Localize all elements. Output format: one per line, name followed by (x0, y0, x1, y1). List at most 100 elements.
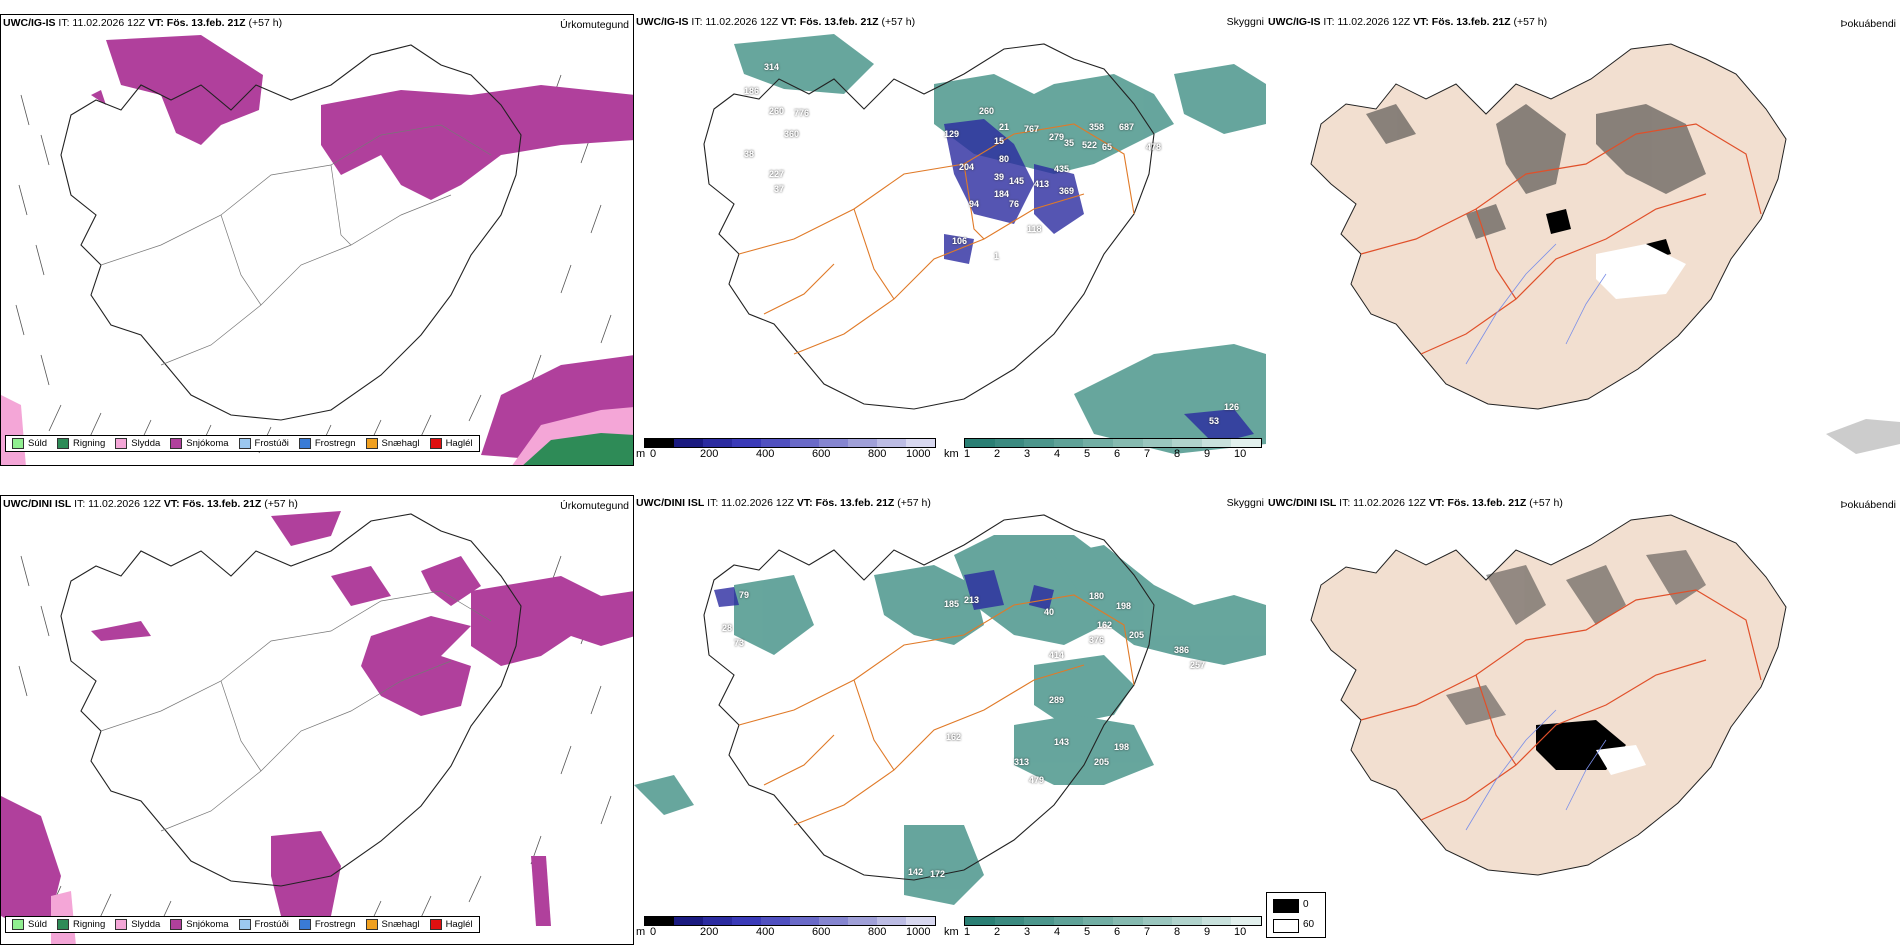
cloud-base-label: 376 (1089, 635, 1105, 645)
legend-item: Frostúði (238, 438, 289, 449)
colorbar-gradient (964, 916, 1262, 926)
legend-swatch (115, 438, 128, 449)
precip-map-top (1, 35, 633, 465)
cloud-base-label: 776 (794, 108, 810, 118)
cloud-base-label: 126 (1224, 402, 1240, 412)
model-name: UWC/IG-IS (636, 16, 689, 28)
colorbar-tick: 600 (812, 926, 831, 938)
cloud-base-label: 162 (946, 732, 962, 742)
iceland-outline (703, 514, 1155, 881)
colorbar-tick: 7 (1144, 448, 1151, 460)
colorbar-gradient (644, 438, 936, 448)
cloud-base-label: 213 (964, 595, 980, 605)
visibility-title-top: Skyggni (1226, 16, 1264, 28)
snow-areas (1, 511, 633, 926)
legend-item: Slydda (115, 919, 160, 930)
cloud-base-label: 260 (769, 106, 785, 116)
cloud-base-label: 289 (1049, 695, 1065, 705)
lead-time: (+57 h) (1529, 497, 1563, 509)
cloud-colorbar-top: m 0 200 400 600 800 1000 (636, 438, 936, 460)
colorbar-tick: 200 (700, 926, 719, 938)
cloud-base-label: 314 (764, 62, 780, 72)
visibility-panel-bottom: 79 185 213 180 198 28 73 162 40 205 376 … (634, 495, 1266, 915)
colorbar-tick: 4 (1054, 448, 1061, 460)
fog-swatch (1273, 899, 1299, 913)
cloud-base-label: 369 (1059, 186, 1075, 196)
legend-swatch (429, 919, 442, 930)
cloud-base-label: 185 (944, 599, 960, 609)
model-name: UWC/DINI ISL (1268, 497, 1337, 509)
colorbar-tick: 6 (1114, 926, 1121, 938)
legend-swatch (115, 919, 128, 930)
legend-item: Súld (12, 438, 47, 449)
legend-item: Snæhagl (365, 919, 420, 930)
iceland-land (1310, 43, 1787, 410)
cloud-base-label: 227 (769, 169, 785, 179)
iceland-outline (703, 43, 1155, 410)
cloud-base-label: 386 (1174, 645, 1190, 655)
colorbar-tick: 8 (1174, 448, 1181, 460)
model-name: UWC/IG-IS (1268, 16, 1321, 28)
sea-precip (1, 355, 633, 465)
sea-fog (1826, 419, 1900, 454)
cloud-base-label: 414 (1049, 650, 1065, 660)
fog-panel-top: UWC/IG-IS IT: 11.02.2026 12Z VT: Fös. 13… (1266, 14, 1900, 466)
legend-item: Haglél (429, 438, 473, 449)
cloud-base-label: 522 (1082, 140, 1098, 150)
cloud-base-label: 118 (1027, 224, 1042, 234)
valid-time: VT: Fös. 13.feb. 21Z (1428, 497, 1527, 509)
valid-time: VT: Fös. 13.feb. 21Z (1413, 16, 1511, 28)
cloud-base-label: 204 (959, 162, 975, 172)
cloud-base-label: 65 (1102, 142, 1113, 152)
colorbar-tick: 1 (964, 448, 971, 460)
colorbar-tick: 10 (1234, 926, 1247, 938)
fog-title-bottom: Þokuábendi (1840, 499, 1896, 511)
legend-swatch (298, 438, 311, 449)
cloud-base-label: 53 (1209, 416, 1220, 426)
low-visibility-areas (734, 34, 1266, 454)
cloud-base-label: 39 (994, 172, 1005, 182)
cloud-base-label: 1 (994, 251, 1000, 261)
cloud-base-label: 37 (774, 184, 785, 194)
fog-legend-label: 0 (1303, 899, 1309, 910)
legend-item: Frostregn (298, 919, 356, 930)
legend-swatch (57, 438, 70, 449)
cloud-base-label: 360 (784, 129, 800, 139)
model-name: UWC/IG-IS (3, 17, 56, 29)
colorbar-tick: 3 (1024, 926, 1031, 938)
visibility-header-top: UWC/IG-IS IT: 11.02.2026 12Z VT: Fös. 13… (636, 16, 915, 28)
legend-swatch (238, 438, 251, 449)
cloud-base-label: 205 (1094, 757, 1110, 767)
legend-item: Snæhagl (365, 438, 420, 449)
visibility-colorbar-top: km 1 2 3 4 5 6 7 8 9 10 (944, 438, 1262, 460)
cloud-base-label: 260 (979, 106, 995, 116)
init-time: IT: 11.02.2026 12Z (691, 16, 779, 28)
colorbar-tick: 10 (1234, 448, 1247, 460)
legend-swatch (12, 438, 24, 449)
legend-swatch (238, 919, 251, 930)
precip-title-bottom: Úrkomutegund (560, 500, 629, 512)
colorbar-tick: 800 (868, 448, 887, 460)
colorbar-unit: km (944, 926, 959, 938)
valid-time: VT: Fös. 13.feb. 21Z (163, 498, 262, 510)
init-time: IT: 11.02.2026 12Z (74, 498, 161, 510)
colorbar-tick: 4 (1054, 926, 1061, 938)
legend-swatch (170, 919, 183, 930)
legend-item: Rigning (57, 438, 105, 449)
cloud-base-label: 162 (1097, 620, 1113, 630)
cloud-base-label: 28 (722, 623, 733, 633)
cloud-base-label: 94 (969, 199, 980, 209)
cloud-base-label: 80 (999, 154, 1010, 164)
iceland-land (1310, 514, 1787, 876)
colorbar-tick: 3 (1024, 448, 1031, 460)
legend-swatch (12, 919, 24, 930)
cloud-base-label: 172 (930, 869, 946, 879)
lead-time: (+57 h) (1513, 16, 1548, 28)
colorbar-unit: m (636, 448, 646, 460)
cloud-base-label: 358 (1089, 122, 1105, 132)
init-time: IT: 11.02.2026 12Z (58, 17, 146, 29)
lead-time: (+57 h) (897, 497, 931, 509)
roads (738, 123, 1135, 355)
cloud-base-label: 40 (1044, 607, 1055, 617)
rivers (1465, 709, 1607, 831)
